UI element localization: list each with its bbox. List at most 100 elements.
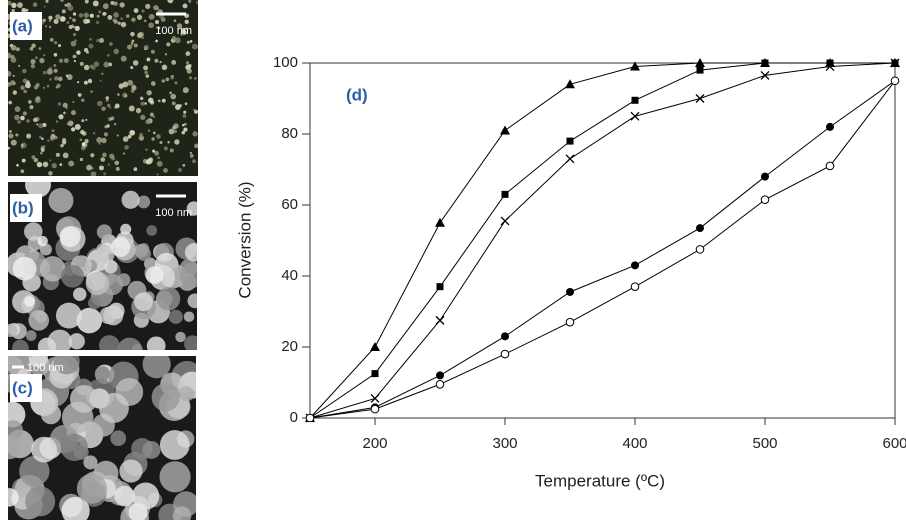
particle xyxy=(37,235,48,247)
particle xyxy=(77,81,80,84)
particle xyxy=(22,68,27,74)
particle xyxy=(106,54,110,57)
particle xyxy=(58,76,63,82)
particle xyxy=(9,130,12,133)
particle xyxy=(74,123,81,130)
particle xyxy=(74,25,80,31)
particle xyxy=(78,13,84,18)
particle xyxy=(159,140,163,145)
particle xyxy=(73,33,76,36)
particle xyxy=(98,142,101,145)
y-axis-title: Conversion (%) xyxy=(235,181,254,298)
particle xyxy=(169,148,174,153)
particle xyxy=(131,17,136,22)
particle xyxy=(172,506,192,520)
particle xyxy=(36,161,43,168)
particle xyxy=(53,64,57,67)
marker xyxy=(890,76,900,86)
particle xyxy=(165,77,170,82)
x-tick-label: 600 xyxy=(882,435,906,452)
particle xyxy=(60,16,66,22)
y-tick-label: 20 xyxy=(281,338,298,355)
particle xyxy=(33,85,39,90)
particle xyxy=(73,287,87,301)
particle xyxy=(130,66,134,70)
marker xyxy=(826,122,834,131)
particle xyxy=(99,37,104,43)
particle xyxy=(54,76,59,81)
particle xyxy=(110,430,127,447)
marker xyxy=(696,66,704,74)
particle xyxy=(161,64,168,71)
particle xyxy=(72,101,75,104)
particle xyxy=(48,15,53,20)
x-axis-title: Temperature (ºC) xyxy=(535,471,665,490)
particle xyxy=(74,39,77,42)
particle xyxy=(149,16,153,20)
particle xyxy=(184,19,189,25)
particle xyxy=(182,163,186,167)
particle xyxy=(43,145,46,148)
scale-bar-label: 100 nm xyxy=(27,362,64,374)
particle xyxy=(20,115,25,121)
marker xyxy=(630,111,640,121)
particle xyxy=(101,137,107,144)
particle xyxy=(193,77,197,80)
particle xyxy=(26,119,30,123)
particle xyxy=(67,5,74,12)
scale-bar-label: 100 nm xyxy=(155,207,192,219)
particle xyxy=(60,143,64,148)
particle xyxy=(193,109,198,114)
label-box xyxy=(10,374,42,402)
x-tick-label: 400 xyxy=(622,435,647,452)
marker xyxy=(630,61,640,71)
particle xyxy=(31,43,36,48)
particle xyxy=(136,246,151,261)
particle xyxy=(87,78,93,84)
particle xyxy=(96,14,100,18)
particle xyxy=(170,93,177,100)
particle xyxy=(60,433,88,462)
particle xyxy=(88,296,101,310)
particle xyxy=(96,224,112,240)
particle xyxy=(174,139,180,145)
marker xyxy=(435,379,445,389)
particle xyxy=(108,62,113,67)
marker xyxy=(631,96,639,104)
particle xyxy=(119,2,125,8)
particle xyxy=(157,156,160,159)
particle xyxy=(166,42,171,47)
particle xyxy=(81,119,85,123)
marker xyxy=(631,261,639,270)
particle xyxy=(53,40,58,45)
series-line xyxy=(309,80,896,419)
particle xyxy=(10,57,17,63)
particle xyxy=(159,60,162,64)
particle xyxy=(150,100,155,105)
marker xyxy=(370,342,380,351)
particle xyxy=(46,84,50,88)
marker xyxy=(825,161,835,171)
particle xyxy=(99,306,117,324)
particle xyxy=(66,21,70,25)
particle xyxy=(12,74,15,77)
particle xyxy=(90,171,97,176)
particle xyxy=(106,103,111,108)
marker xyxy=(695,245,705,254)
particle xyxy=(83,64,90,71)
particle xyxy=(21,158,26,163)
particle xyxy=(72,25,75,29)
particle xyxy=(55,14,61,20)
particle xyxy=(13,82,16,85)
particle xyxy=(62,138,66,141)
particle xyxy=(22,78,28,84)
particle xyxy=(159,461,191,493)
particle xyxy=(183,127,188,132)
particle xyxy=(154,58,159,63)
particle xyxy=(144,102,147,105)
particle xyxy=(48,19,52,23)
particle xyxy=(126,14,130,18)
particle xyxy=(42,161,49,168)
particle xyxy=(113,19,118,24)
particle xyxy=(12,290,36,314)
